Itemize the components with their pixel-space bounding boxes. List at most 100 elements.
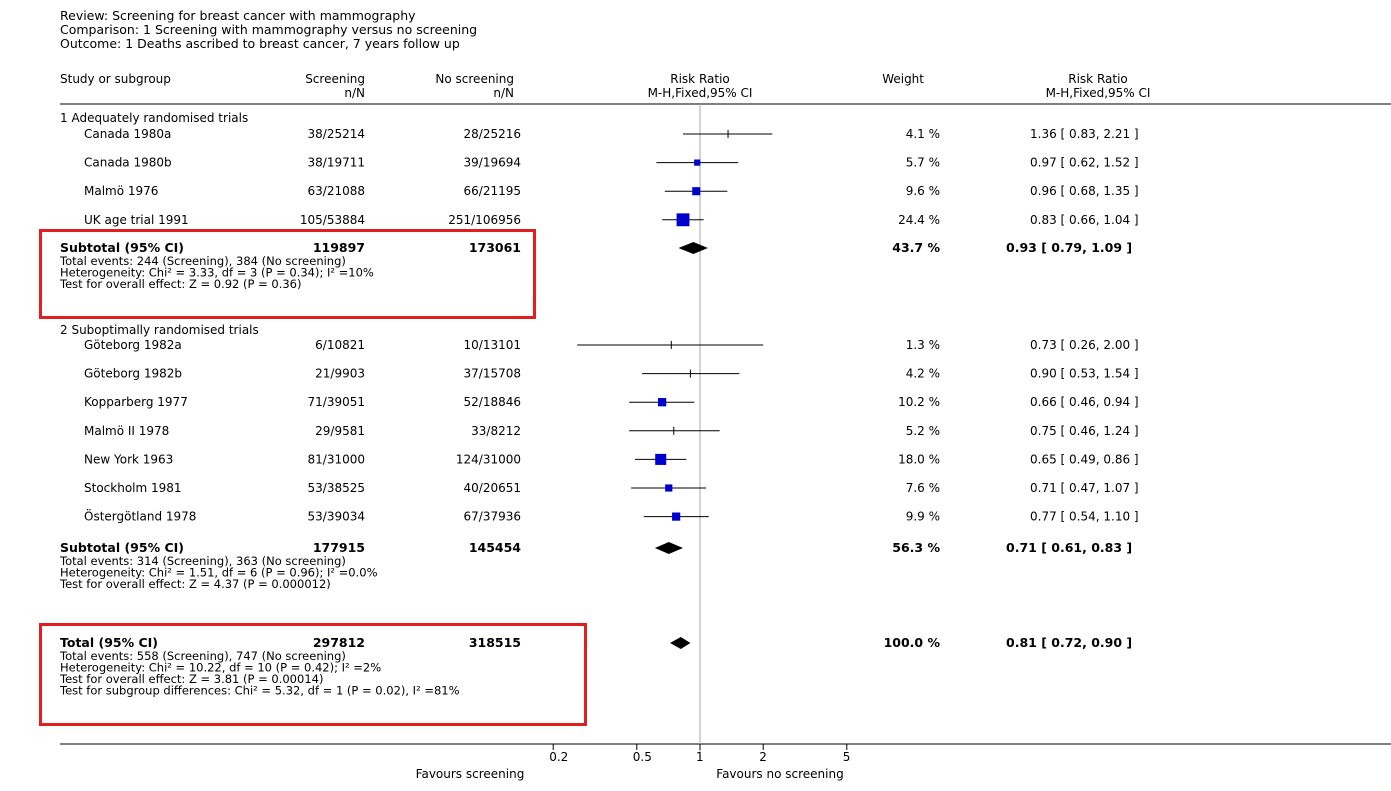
subtotal-2-stat-line: Total events: 314 (Screening), 363 (No s… — [59, 554, 346, 568]
total-control-total: 318515 — [469, 635, 521, 650]
axis-tick-label: 0.2 — [549, 750, 568, 764]
effect-marker — [676, 213, 690, 227]
subtotal-2-risk-ratio: 0.71 [ 0.61, 0.83 ] — [1006, 540, 1132, 555]
subtotal-1-weight: 43.7 % — [892, 240, 940, 255]
study-risk-ratio: 0.96 [ 0.68, 1.35 ] — [1030, 184, 1139, 198]
study-name: Malmö 1976 — [84, 184, 158, 198]
col-rr-plot-sub: M-H,Fixed,95% CI — [648, 86, 753, 100]
study-risk-ratio: 0.66 [ 0.46, 0.94 ] — [1030, 395, 1139, 409]
subtotal-1-screening-total: 119897 — [313, 240, 365, 255]
total-risk-ratio: 0.81 [ 0.72, 0.90 ] — [1006, 635, 1132, 650]
total-label: Total (95% CI) — [60, 635, 158, 650]
rows-layer: 1 Adequately randomised trials Canada 198… — [59, 111, 1139, 698]
total-stat-line: Heterogeneity: Chi² = 10.22, df = 10 (P … — [60, 661, 381, 675]
subtotal-1-stat-line: Total events: 244 (Screening), 384 (No s… — [59, 254, 346, 268]
study-weight: 24.4 % — [898, 213, 940, 227]
subtotal-2-diamond — [654, 542, 684, 554]
subtotal-2-stat-line: Heterogeneity: Chi² = 1.51, df = 6 (P = … — [60, 566, 378, 580]
subtotal-1-risk-ratio: 0.93 [ 0.79, 1.09 ] — [1006, 240, 1132, 255]
study-name: Stockholm 1981 — [84, 481, 182, 495]
subtotal-2-screening-total: 177915 — [313, 540, 365, 555]
subtotal-1-label: Subtotal (95% CI) — [60, 240, 184, 255]
comparison-title: Comparison: 1 Screening with mammography… — [60, 22, 477, 37]
study-risk-ratio: 0.90 [ 0.53, 1.54 ] — [1030, 367, 1139, 381]
study-weight: 1.3 % — [906, 338, 940, 352]
study-control-events: 251/106956 — [448, 213, 521, 227]
favours-right-label: Favours no screening — [716, 767, 843, 781]
study-screening-events: 81/31000 — [308, 452, 366, 466]
study-risk-ratio: 1.36 [ 0.83, 2.21 ] — [1030, 127, 1139, 141]
study-name: Canada 1980a — [84, 127, 171, 141]
col-screening: Screening — [305, 72, 365, 86]
header-block: Review: Screening for breast cancer with… — [60, 8, 477, 51]
col-no-screening: No screening — [435, 72, 514, 86]
study-screening-events: 6/10821 — [315, 338, 365, 352]
study-name: Canada 1980b — [84, 156, 172, 170]
study-screening-events: 38/19711 — [308, 156, 366, 170]
study-risk-ratio: 0.75 [ 0.46, 1.24 ] — [1030, 424, 1139, 438]
subtotal-2-weight: 56.3 % — [892, 540, 940, 555]
axis-tick-label: 5 — [843, 750, 851, 764]
axis-tick-label: 2 — [759, 750, 767, 764]
col-rr-text-sub: M-H,Fixed,95% CI — [1046, 86, 1151, 100]
study-risk-ratio: 0.73 [ 0.26, 2.00 ] — [1030, 338, 1139, 352]
effect-marker — [672, 512, 681, 521]
study-name: Östergötland 1978 — [84, 508, 196, 524]
study-risk-ratio: 0.71 [ 0.47, 1.07 ] — [1030, 481, 1139, 495]
study-weight: 7.6 % — [906, 481, 940, 495]
favours-left-label: Favours screening — [416, 767, 525, 781]
study-control-events: 67/37936 — [464, 510, 522, 524]
subtotal-2-stat-line: Test for overall effect: Z = 4.37 (P = 0… — [59, 577, 331, 591]
study-screening-events: 53/39034 — [308, 510, 366, 524]
study-risk-ratio: 0.65 [ 0.49, 0.86 ] — [1030, 452, 1139, 466]
effect-marker — [694, 159, 701, 166]
study-control-events: 28/25216 — [464, 127, 522, 141]
study-screening-events: 71/39051 — [308, 395, 366, 409]
subtotal-1-stat-line: Heterogeneity: Chi² = 3.33, df = 3 (P = … — [60, 266, 374, 280]
total-screening-total: 297812 — [313, 635, 365, 650]
study-control-events: 124/31000 — [456, 452, 521, 466]
study-weight: 18.0 % — [898, 452, 940, 466]
study-name: Göteborg 1982b — [84, 367, 182, 381]
study-control-events: 10/13101 — [464, 338, 522, 352]
study-control-events: 40/20651 — [464, 481, 522, 495]
effect-marker — [657, 398, 667, 407]
study-screening-events: 63/21088 — [308, 184, 366, 198]
study-weight: 4.1 % — [906, 127, 940, 141]
study-control-events: 33/8212 — [471, 424, 521, 438]
subtotal-1-diamond — [678, 242, 708, 254]
group-2-title: 2 Suboptimally randomised trials — [60, 323, 259, 337]
effect-marker — [665, 484, 673, 492]
study-name: Kopparberg 1977 — [84, 395, 188, 409]
col-study: Study or subgroup — [60, 72, 171, 86]
study-screening-events: 105/53884 — [300, 213, 365, 227]
study-control-events: 39/19694 — [464, 156, 522, 170]
col-screening-sub: n/N — [344, 86, 365, 100]
total-stat-line: Test for overall effect: Z = 3.81 (P = 0… — [59, 672, 323, 686]
total-weight: 100.0 % — [884, 635, 941, 650]
effect-marker — [655, 453, 667, 465]
study-weight: 9.6 % — [906, 184, 940, 198]
effect-marker — [692, 187, 701, 196]
study-risk-ratio: 0.83 [ 0.66, 1.04 ] — [1030, 213, 1139, 227]
total-stat-line: Test for subgroup differences: Chi² = 5.… — [59, 684, 460, 698]
study-name: Göteborg 1982a — [84, 338, 182, 352]
study-weight: 5.2 % — [906, 424, 940, 438]
study-screening-events: 53/38525 — [308, 481, 366, 495]
total-stat-line: Total events: 558 (Screening), 747 (No s… — [59, 649, 346, 663]
study-screening-events: 38/25214 — [308, 127, 366, 141]
study-risk-ratio: 0.77 [ 0.54, 1.10 ] — [1030, 510, 1139, 524]
group-1-title: 1 Adequately randomised trials — [60, 111, 248, 125]
study-weight: 4.2 % — [906, 367, 940, 381]
study-control-events: 37/15708 — [464, 367, 522, 381]
study-weight: 5.7 % — [906, 156, 940, 170]
study-control-events: 52/18846 — [464, 395, 522, 409]
subtotal-1-control-total: 173061 — [469, 240, 521, 255]
subtotal-2-control-total: 145454 — [469, 540, 521, 555]
subtotal-2-label: Subtotal (95% CI) — [60, 540, 184, 555]
col-no-screening-sub: n/N — [493, 86, 514, 100]
axis-tick-label: 0.5 — [633, 750, 652, 764]
study-weight: 10.2 % — [898, 395, 940, 409]
subtotal-1-stat-line: Test for overall effect: Z = 0.92 (P = 0… — [59, 277, 302, 291]
